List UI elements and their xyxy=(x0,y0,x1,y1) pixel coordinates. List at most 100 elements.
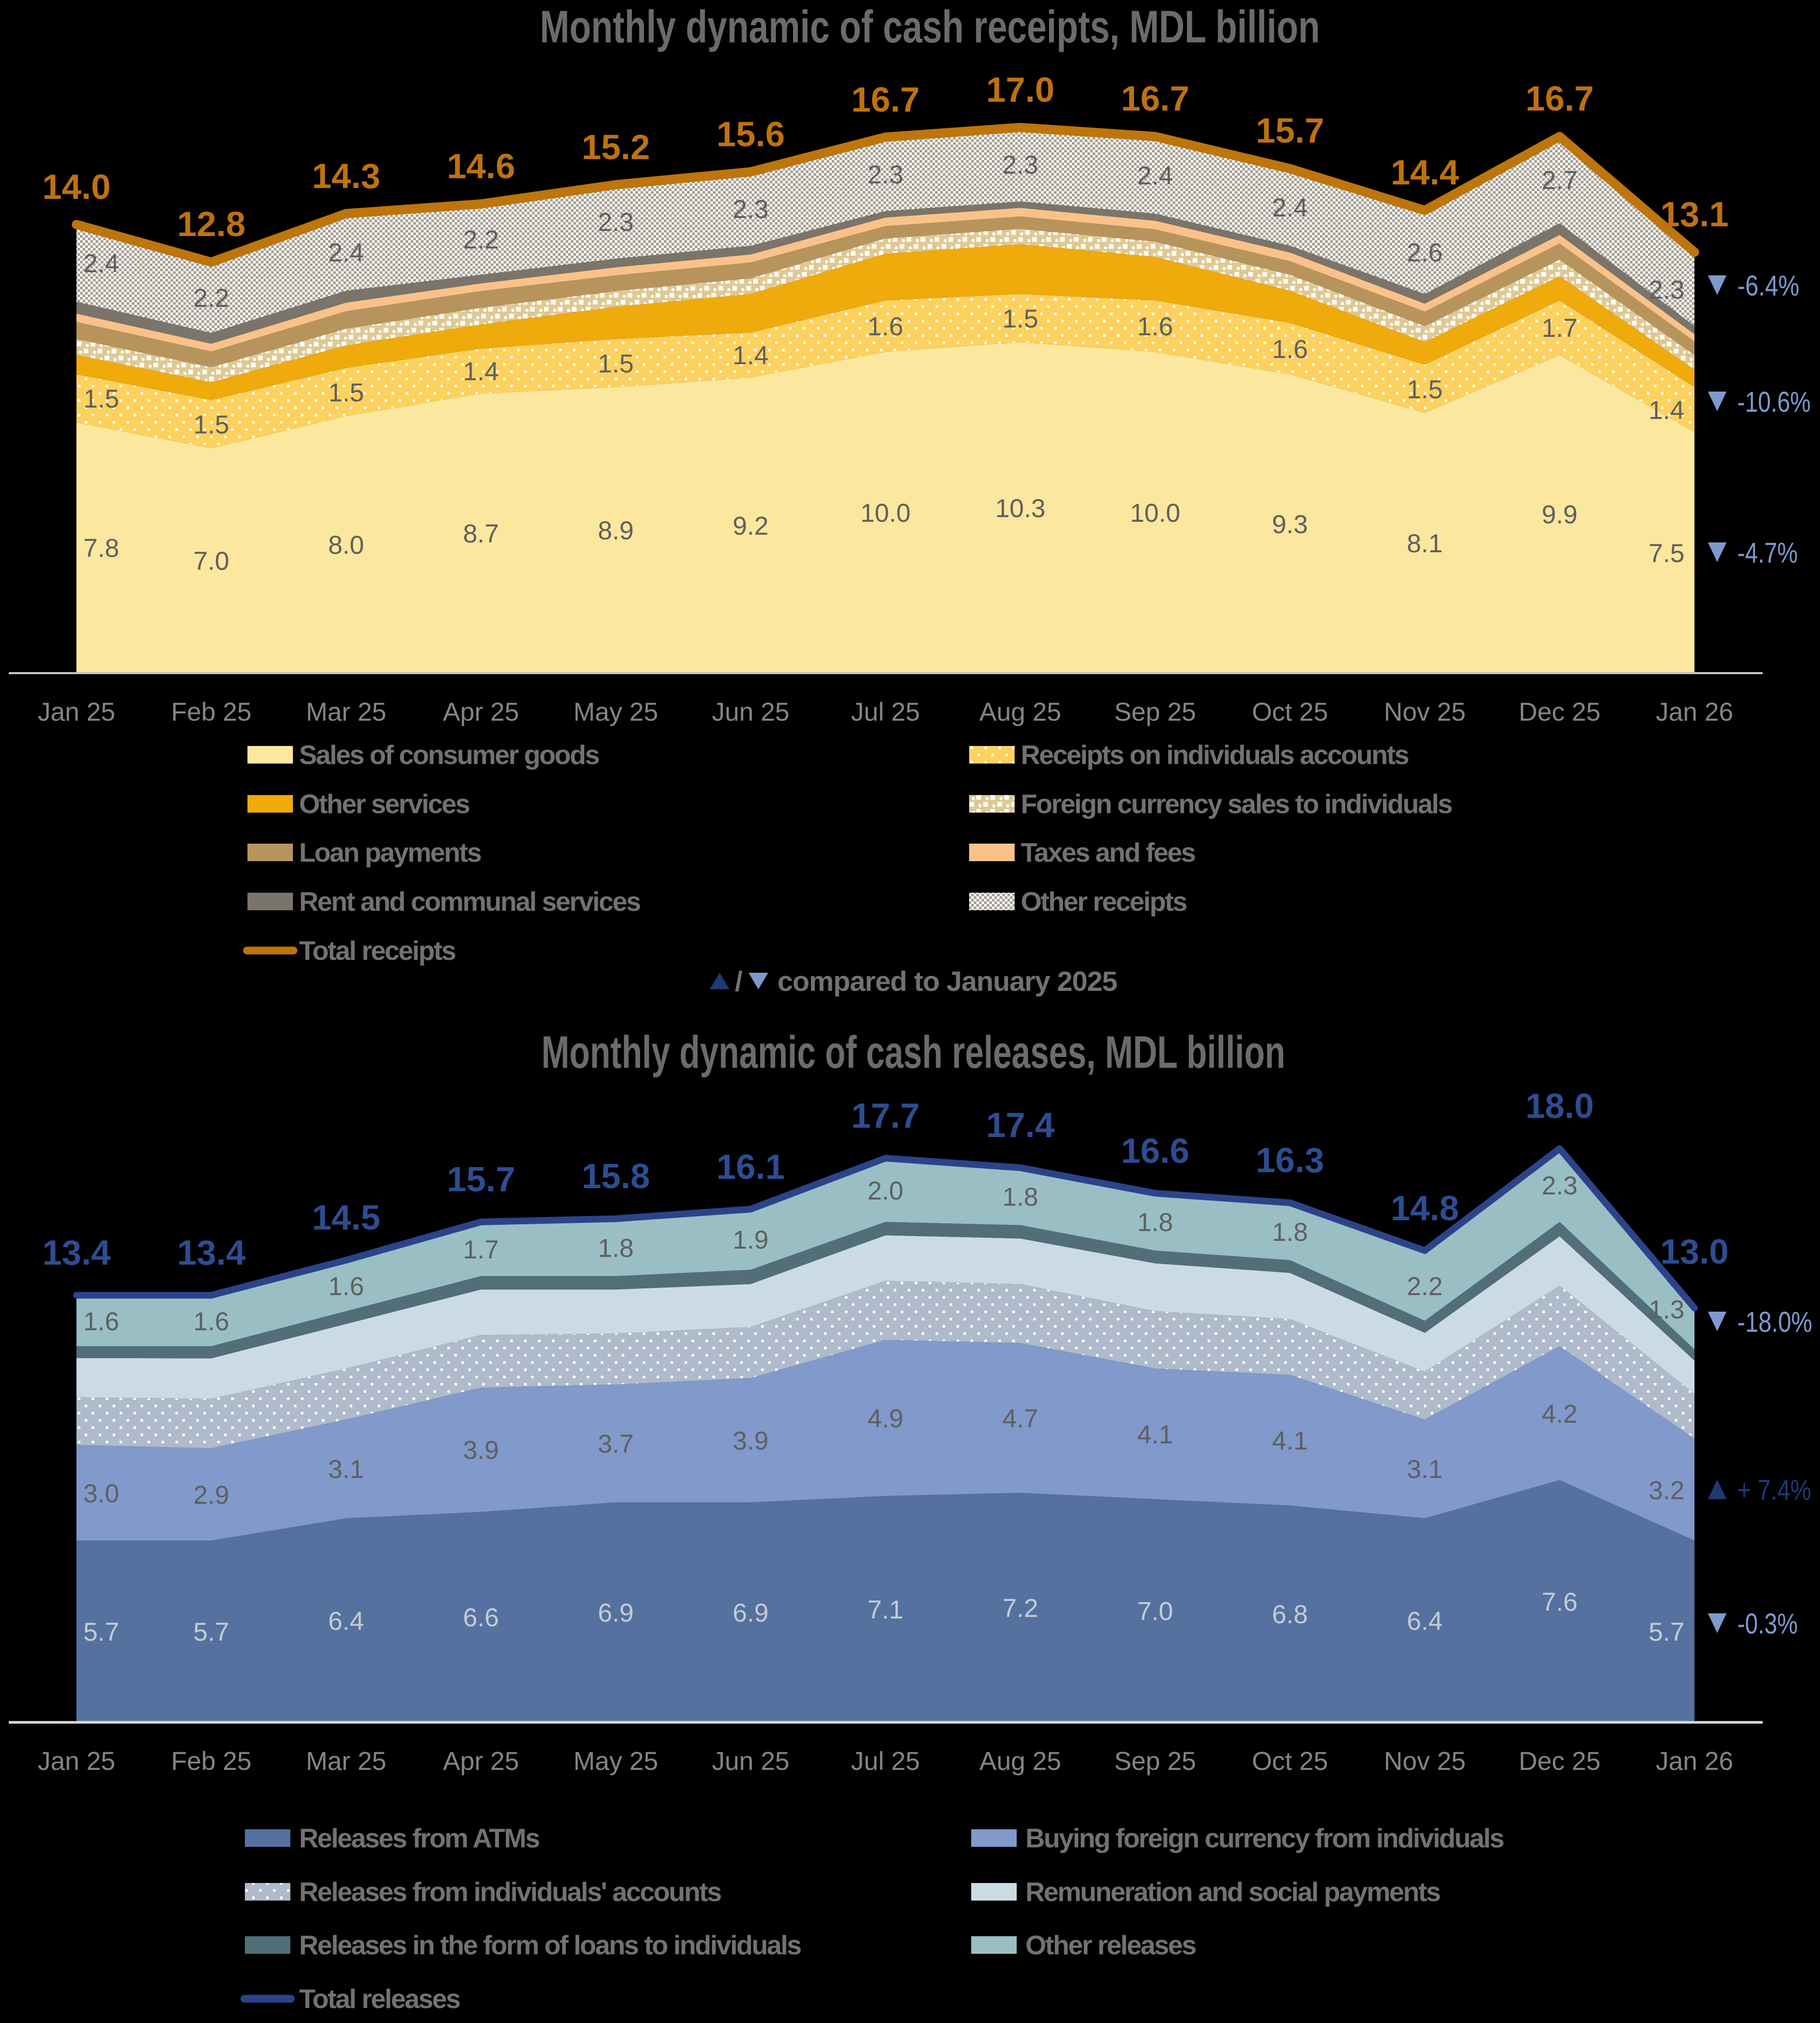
svg-text:7.5: 7.5 xyxy=(1648,539,1685,568)
svg-text:6.8: 6.8 xyxy=(1272,1600,1308,1629)
svg-text:16.7: 16.7 xyxy=(1121,79,1189,118)
svg-text:8.9: 8.9 xyxy=(598,516,634,545)
svg-text:Taxes and fees: Taxes and fees xyxy=(1021,838,1195,868)
svg-text:13.1: 13.1 xyxy=(1660,195,1729,234)
svg-text:2.4: 2.4 xyxy=(1137,161,1173,190)
svg-text:2.9: 2.9 xyxy=(193,1481,229,1510)
svg-text:3.9: 3.9 xyxy=(733,1426,769,1455)
svg-text:8.7: 8.7 xyxy=(463,519,499,548)
svg-text:Jan 26: Jan 26 xyxy=(1656,697,1733,726)
svg-text:1.3: 1.3 xyxy=(1648,1295,1685,1324)
svg-text:5.7: 5.7 xyxy=(1648,1617,1685,1646)
svg-text:compared to January 2025: compared to January 2025 xyxy=(777,966,1117,997)
svg-text:9.2: 9.2 xyxy=(733,511,769,540)
svg-text:Aug 25: Aug 25 xyxy=(979,697,1061,726)
svg-text:1.5: 1.5 xyxy=(1002,304,1038,333)
svg-text:/: / xyxy=(735,966,742,997)
svg-text:1.5: 1.5 xyxy=(83,384,119,413)
svg-text:10.0: 10.0 xyxy=(1130,499,1180,527)
svg-text:Jun 25: Jun 25 xyxy=(712,1747,789,1776)
svg-text:Rent and communal services: Rent and communal services xyxy=(299,887,640,917)
svg-text:14.5: 14.5 xyxy=(312,1198,380,1237)
svg-text:10.0: 10.0 xyxy=(860,499,910,527)
svg-text:7.8: 7.8 xyxy=(83,534,119,563)
svg-text:16.6: 16.6 xyxy=(1121,1131,1189,1171)
svg-text:15.7: 15.7 xyxy=(447,1160,515,1199)
svg-text:-18.0%: -18.0% xyxy=(1737,1305,1812,1338)
svg-text:Sales of consumer goods: Sales of consumer goods xyxy=(299,740,599,770)
svg-text:16.1: 16.1 xyxy=(717,1147,785,1187)
svg-text:Other releases: Other releases xyxy=(1025,1931,1196,1960)
svg-text:Aug 25: Aug 25 xyxy=(979,1747,1061,1776)
svg-text:7.1: 7.1 xyxy=(867,1595,904,1624)
svg-text:2.2: 2.2 xyxy=(193,284,229,313)
svg-text:9.3: 9.3 xyxy=(1272,510,1308,539)
svg-text:8.0: 8.0 xyxy=(328,531,364,559)
svg-text:7.0: 7.0 xyxy=(1137,1597,1173,1626)
svg-text:Monthly dynamic of cash releas: Monthly dynamic of cash releases, MDL bi… xyxy=(541,1026,1285,1078)
svg-text:1.5: 1.5 xyxy=(193,410,229,439)
svg-text:Total releases: Total releases xyxy=(299,1984,460,2014)
svg-text:2.2: 2.2 xyxy=(1407,1272,1443,1301)
svg-text:Sep 25: Sep 25 xyxy=(1114,697,1196,726)
svg-text:6.4: 6.4 xyxy=(328,1607,364,1636)
svg-text:Buying foreign currency from i: Buying foreign currency from individuals xyxy=(1025,1824,1503,1854)
svg-text:1.6: 1.6 xyxy=(867,312,904,341)
svg-text:1.5: 1.5 xyxy=(598,349,634,378)
svg-text:17.0: 17.0 xyxy=(986,70,1054,110)
svg-text:Other services: Other services xyxy=(299,789,470,819)
svg-text:Jan 26: Jan 26 xyxy=(1656,1747,1733,1776)
svg-text:Jul 25: Jul 25 xyxy=(851,1747,920,1776)
svg-text:Apr 25: Apr 25 xyxy=(443,1747,519,1776)
svg-text:5.7: 5.7 xyxy=(83,1617,119,1646)
svg-text:Oct 25: Oct 25 xyxy=(1252,697,1328,726)
svg-text:Dec 25: Dec 25 xyxy=(1519,697,1600,726)
svg-text:Loan payments: Loan payments xyxy=(299,838,481,868)
svg-text:3.1: 3.1 xyxy=(1407,1455,1443,1484)
svg-text:-0.3%: -0.3% xyxy=(1737,1607,1798,1640)
svg-text:May 25: May 25 xyxy=(573,1747,658,1776)
svg-text:14.4: 14.4 xyxy=(1391,153,1459,192)
svg-text:12.8: 12.8 xyxy=(177,205,245,244)
svg-text:16.3: 16.3 xyxy=(1256,1141,1324,1180)
svg-text:Receipts on individuals accoun: Receipts on individuals accounts xyxy=(1021,740,1408,770)
svg-text:Releases from individuals' acc: Releases from individuals' accounts xyxy=(299,1877,721,1907)
svg-text:Dec 25: Dec 25 xyxy=(1519,1747,1600,1776)
svg-text:16.7: 16.7 xyxy=(851,80,920,119)
svg-text:Feb 25: Feb 25 xyxy=(171,697,252,726)
svg-text:15.8: 15.8 xyxy=(582,1157,650,1196)
svg-text:Jul 25: Jul 25 xyxy=(851,697,920,726)
svg-text:Foreign currency sales to indi: Foreign currency sales to individuals xyxy=(1021,789,1452,819)
svg-text:Nov 25: Nov 25 xyxy=(1384,1747,1466,1776)
svg-text:13.4: 13.4 xyxy=(177,1233,246,1272)
svg-text:1.4: 1.4 xyxy=(463,357,499,386)
svg-text:14.6: 14.6 xyxy=(447,147,515,186)
svg-text:Apr 25: Apr 25 xyxy=(443,697,519,726)
svg-text:Releases in the form of loans: Releases in the form of loans to individ… xyxy=(299,1931,801,1960)
svg-text:2.3: 2.3 xyxy=(1648,275,1685,304)
svg-text:2.4: 2.4 xyxy=(1272,193,1308,222)
svg-text:Sep 25: Sep 25 xyxy=(1114,1747,1196,1776)
svg-text:10.3: 10.3 xyxy=(995,494,1045,523)
svg-text:15.7: 15.7 xyxy=(1256,111,1324,150)
svg-text:1.8: 1.8 xyxy=(1002,1182,1038,1211)
svg-text:1.6: 1.6 xyxy=(1137,312,1173,341)
svg-text:6.6: 6.6 xyxy=(463,1603,499,1632)
svg-text:Oct 25: Oct 25 xyxy=(1252,1747,1328,1776)
svg-text:14.8: 14.8 xyxy=(1391,1189,1459,1228)
svg-text:3.9: 3.9 xyxy=(463,1436,499,1465)
svg-text:14.0: 14.0 xyxy=(42,167,111,207)
svg-text:1.6: 1.6 xyxy=(83,1307,119,1336)
svg-text:1.7: 1.7 xyxy=(1542,314,1578,343)
svg-text:May 25: May 25 xyxy=(573,697,658,726)
svg-text:1.6: 1.6 xyxy=(193,1307,229,1336)
svg-text:13.4: 13.4 xyxy=(42,1233,111,1272)
svg-text:1.7: 1.7 xyxy=(463,1235,499,1264)
svg-text:Jun 25: Jun 25 xyxy=(712,697,789,726)
svg-text:2.4: 2.4 xyxy=(328,238,364,267)
svg-text:2.6: 2.6 xyxy=(1407,238,1443,267)
svg-text:6.9: 6.9 xyxy=(598,1598,634,1627)
svg-text:Feb 25: Feb 25 xyxy=(171,1747,252,1776)
svg-text:Mar 25: Mar 25 xyxy=(306,697,386,726)
svg-text:16.7: 16.7 xyxy=(1526,79,1594,118)
